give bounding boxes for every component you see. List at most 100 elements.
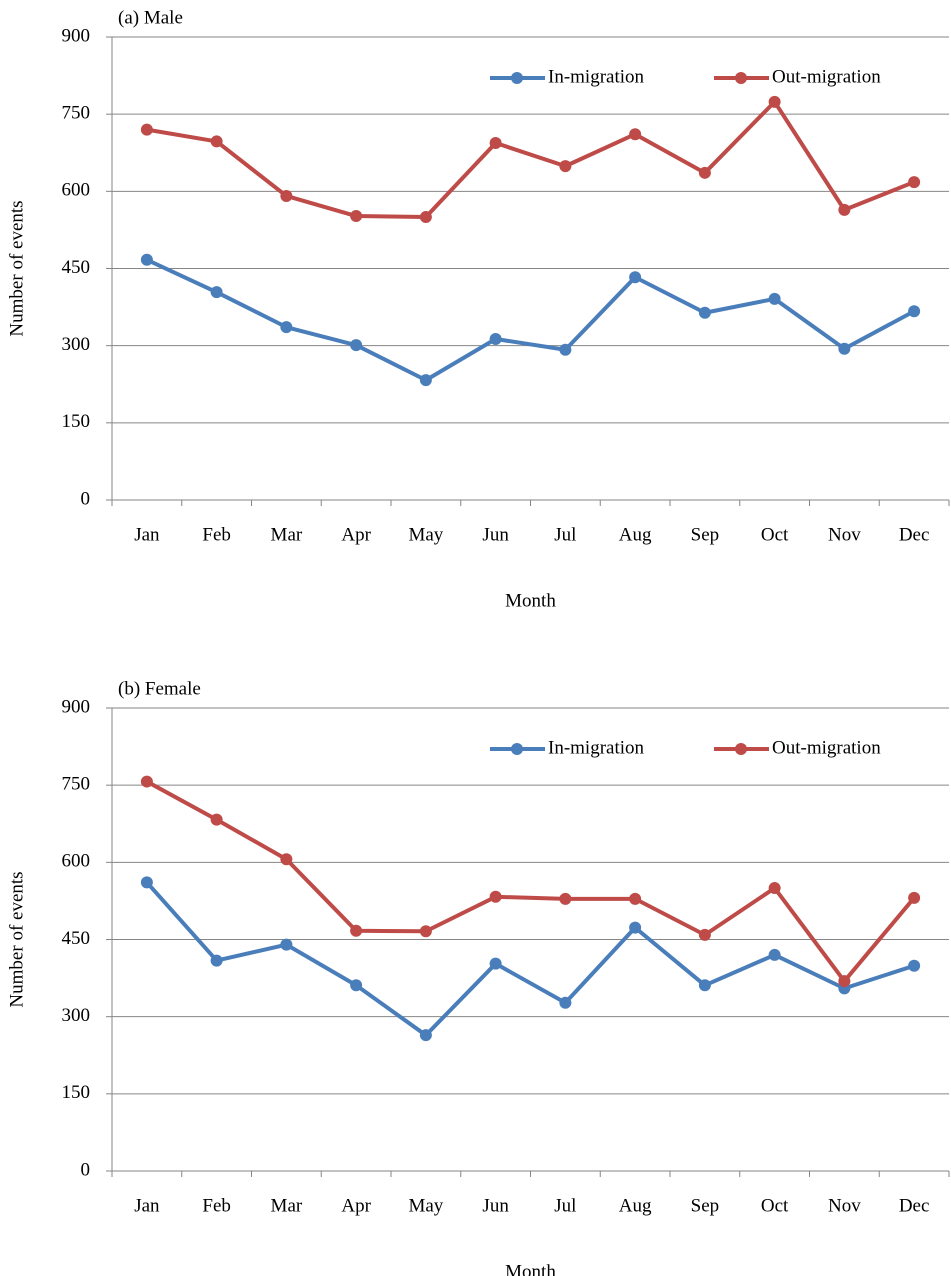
x-tick-label: Nov xyxy=(828,1195,861,1216)
data-point xyxy=(698,166,711,179)
legend-label: In-migration xyxy=(548,737,645,758)
y-axis-label: Number of events xyxy=(6,200,27,336)
data-point xyxy=(210,286,223,299)
data-point xyxy=(908,305,921,318)
data-point xyxy=(768,95,781,108)
data-point xyxy=(559,892,572,905)
legend-label: In-migration xyxy=(548,66,645,87)
legend-label: Out-migration xyxy=(772,66,881,87)
x-tick-label: Mar xyxy=(271,524,303,545)
data-point xyxy=(629,921,642,934)
x-tick-label: Apr xyxy=(341,524,371,545)
data-point xyxy=(908,891,921,904)
y-axis-label: Number of events xyxy=(6,871,27,1007)
data-point xyxy=(140,775,153,788)
data-point xyxy=(559,160,572,173)
data-point xyxy=(350,210,363,223)
x-tick-label: Nov xyxy=(828,524,861,545)
data-point xyxy=(768,948,781,961)
data-point xyxy=(280,189,293,202)
x-tick-label: Dec xyxy=(899,524,930,545)
x-tick-label: Feb xyxy=(202,524,231,545)
y-tick-label: 900 xyxy=(62,25,91,46)
data-point xyxy=(280,853,293,866)
data-point xyxy=(350,979,363,992)
data-point xyxy=(419,374,432,387)
series-line xyxy=(145,881,915,1038)
x-tick-label: Jan xyxy=(134,1195,160,1216)
x-tick-label: May xyxy=(408,1195,443,1216)
data-point xyxy=(559,996,572,1009)
data-point xyxy=(838,975,851,988)
x-tick-label: Oct xyxy=(761,1195,789,1216)
series-line xyxy=(146,99,915,220)
x-tick-label: May xyxy=(408,524,443,545)
data-point xyxy=(559,343,572,356)
data-point xyxy=(350,339,363,352)
y-tick-label: 750 xyxy=(62,103,91,124)
data-point xyxy=(140,123,153,136)
data-point xyxy=(210,954,223,967)
data-point xyxy=(908,959,921,972)
x-tick-label: Jan xyxy=(134,524,160,545)
x-axis-label: Month xyxy=(505,590,556,611)
data-point xyxy=(489,332,502,345)
series-line xyxy=(146,257,916,383)
y-tick-label: 600 xyxy=(62,851,91,872)
x-tick-label: Feb xyxy=(202,1195,231,1216)
x-axis-label: Month xyxy=(505,1261,556,1276)
data-point xyxy=(489,890,502,903)
y-tick-label: 150 xyxy=(62,1082,91,1103)
x-tick-label: Apr xyxy=(341,1195,371,1216)
x-tick-label: Sep xyxy=(691,524,720,545)
x-tick-label: Aug xyxy=(619,524,652,545)
data-point xyxy=(280,321,293,334)
x-tick-label: Mar xyxy=(271,1195,303,1216)
data-point xyxy=(629,128,642,141)
y-tick-label: 300 xyxy=(62,1005,91,1026)
series-line xyxy=(145,779,916,984)
data-point xyxy=(838,203,851,216)
data-point xyxy=(210,135,223,148)
data-point xyxy=(489,957,502,970)
y-tick-label: 900 xyxy=(62,696,91,717)
data-point xyxy=(350,924,363,937)
data-point xyxy=(280,938,293,951)
data-point xyxy=(419,925,432,938)
x-tick-label: Oct xyxy=(761,524,789,545)
data-point xyxy=(419,1029,432,1042)
data-point xyxy=(698,306,711,319)
chart-title: (b) Female xyxy=(118,678,201,699)
legend-label: Out-migration xyxy=(772,737,881,758)
x-tick-label: Jun xyxy=(482,524,509,545)
x-tick-label: Jul xyxy=(554,524,576,545)
x-tick-label: Jul xyxy=(554,1195,576,1216)
data-point xyxy=(629,271,642,284)
y-tick-label: 300 xyxy=(62,334,91,355)
y-tick-label: 450 xyxy=(62,257,91,278)
x-tick-label: Dec xyxy=(899,1195,930,1216)
legend-marker xyxy=(511,743,523,755)
y-tick-label: 0 xyxy=(81,488,91,509)
data-point xyxy=(698,928,711,941)
data-point xyxy=(210,813,223,826)
data-point xyxy=(140,876,153,889)
data-point xyxy=(419,211,432,224)
legend-marker xyxy=(735,743,747,755)
data-point xyxy=(768,882,781,895)
y-tick-label: 150 xyxy=(62,411,91,432)
y-tick-label: 600 xyxy=(62,180,91,201)
data-point xyxy=(908,176,921,189)
x-tick-label: Sep xyxy=(691,1195,720,1216)
y-tick-label: 0 xyxy=(81,1159,91,1180)
legend-marker xyxy=(735,72,747,84)
data-point xyxy=(838,342,851,355)
data-point xyxy=(140,253,153,266)
data-point xyxy=(768,292,781,305)
x-tick-label: Jun xyxy=(482,1195,509,1216)
data-point xyxy=(489,136,502,149)
y-tick-label: 450 xyxy=(62,928,91,949)
data-point xyxy=(698,979,711,992)
chart-title: (a) Male xyxy=(118,7,183,28)
